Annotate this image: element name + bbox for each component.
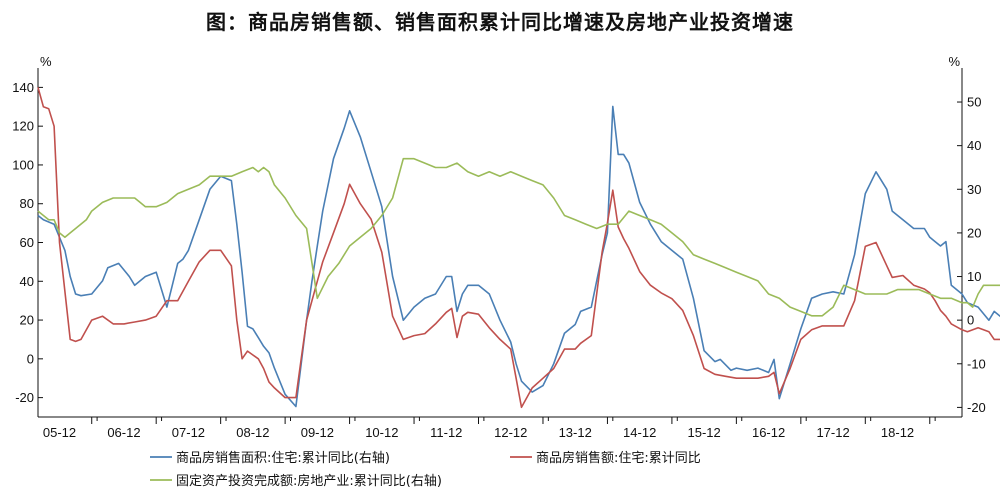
right-axis-unit: % [948,54,960,69]
legend-label-3: 固定资产投资完成额:房地产业:累计同比(右轴) [176,473,442,489]
x-tick-label: 14-12 [623,425,656,440]
series-line-1 [37,105,1000,408]
left-axis-unit: % [40,54,52,69]
right-tick-label: -10 [967,356,986,371]
x-tick-label: 12-12 [494,425,527,440]
left-tick-label: 100 [12,157,34,172]
left-tick-label: 80 [20,196,34,211]
x-tick-label: 09-12 [301,425,334,440]
left-tick-label: 40 [20,274,34,289]
right-tick-label: 10 [967,269,981,284]
right-tick-label: 0 [967,313,974,328]
left-tick-label: -20 [15,390,34,405]
right-tick-label: -20 [967,400,986,415]
chart-axes: % % -20 0 20 40 60 80 100 120 140 -20 -10 0 10 20 30 40 50… [12,54,986,440]
left-tick-label: 0 [27,351,34,366]
x-tick-label: 17-12 [816,425,849,440]
left-tick-label: 20 [20,313,34,328]
left-tick-label: 60 [20,235,34,250]
series-layer [37,87,1000,409]
right-tick-label: 30 [967,182,981,197]
x-tick-label: 16-12 [752,425,785,440]
x-tick-label: 15-12 [688,425,721,440]
x-tick-label: 07-12 [172,425,205,440]
x-tick-label: 13-12 [559,425,592,440]
x-tick-label: 11-12 [430,425,462,440]
chart-title: 图：商品房销售额、销售面积累计同比增速及房地产业投资增速 [206,10,794,34]
legend-label-2: 商品房销售额:住宅:累计同比 [536,450,701,466]
x-tick-label: 10-12 [365,425,398,440]
legend-label-1: 商品房销售面积:住宅:累计同比(右轴) [176,450,390,466]
series-line-2 [37,87,1000,409]
x-tick-label: 06-12 [107,425,140,440]
right-tick-label: 50 [967,95,981,110]
left-tick-label: 120 [12,119,34,134]
x-tick-label: 18-12 [881,425,914,440]
series-line-3 [37,157,1000,317]
chart-legend: 商品房销售面积:住宅:累计同比(右轴) 商品房销售额:住宅:累计同比固定资产投资完… [150,450,701,489]
x-tick-label: 05-12 [43,425,76,440]
right-tick-label: 20 [967,225,981,240]
left-tick-label: 140 [12,80,34,95]
x-tick-label: 08-12 [236,425,269,440]
right-tick-label: 40 [967,138,981,153]
